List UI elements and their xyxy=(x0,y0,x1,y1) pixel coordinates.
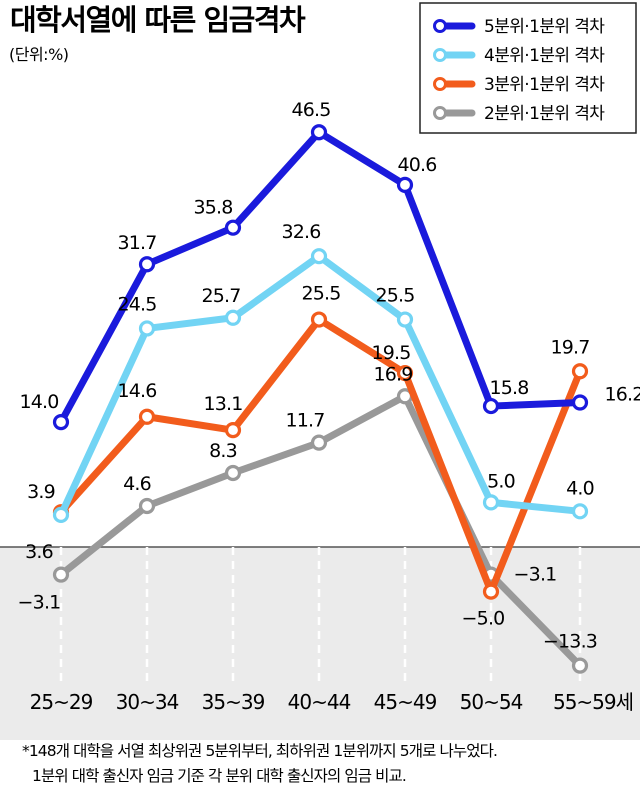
point-2-1 xyxy=(138,408,156,425)
data-label-1-3: 32.6 xyxy=(281,221,320,243)
point-0-1 xyxy=(138,256,156,273)
series-1 xyxy=(52,248,589,523)
x-tick-0: 25~29 xyxy=(30,690,93,714)
x-tick-3: 40~44 xyxy=(288,690,351,714)
series-0 xyxy=(52,124,589,431)
footnote-line-1: *148개 대학을 서열 최상위권 5분위부터, 최하위권 1분위까지 5개로 … xyxy=(22,742,497,760)
data-label-1-2: 25.7 xyxy=(201,285,240,307)
data-label-0-0: 14.0 xyxy=(19,391,58,413)
unit-label: (단위:%) xyxy=(9,45,69,64)
legend: 5분위·1분위 격차 4분위·1분위 격차 3분위·1분위 격차 2분위·1분위 격차 xyxy=(419,2,637,134)
x-tick-labels: 25~29 30~34 35~39 40~44 45~49 50~54 55~59세 xyxy=(30,690,634,714)
data-label-0-4: 40.6 xyxy=(397,154,436,176)
x-tick-5: 50~54 xyxy=(460,690,523,714)
point-0-6 xyxy=(571,394,589,411)
point-0-3 xyxy=(310,124,328,141)
data-label-2-1: 14.6 xyxy=(117,380,156,402)
point-2-2 xyxy=(224,422,242,439)
footnote-line-2: 1분위 대학 출신자 임금 기준 각 분위 대학 출신자의 임금 비교. xyxy=(32,767,406,785)
data-label-0-6: 16.2 xyxy=(604,383,640,405)
data-label-0-1: 31.7 xyxy=(117,232,156,254)
x-tick-2: 35~39 xyxy=(202,690,265,714)
point-3-6 xyxy=(571,657,589,674)
data-label-1-1: 24.5 xyxy=(117,293,156,315)
data-label-3-1: 4.6 xyxy=(123,473,151,495)
data-label-3-0: −3.1 xyxy=(18,592,61,614)
data-label-1-4: 25.5 xyxy=(375,285,414,307)
point-0-2 xyxy=(224,219,242,236)
series-layer xyxy=(52,124,589,674)
data-label-2-5: −5.0 xyxy=(462,608,505,630)
point-3-3 xyxy=(310,434,328,451)
point-2-4 xyxy=(396,364,414,382)
point-1-5 xyxy=(482,494,500,511)
x-tick-1: 30~34 xyxy=(116,690,179,714)
point-0-4 xyxy=(396,176,414,193)
data-label-1-0: 3.6 xyxy=(25,541,53,563)
data-label-3-3: 11.7 xyxy=(285,410,324,432)
legend-marker-3 xyxy=(433,106,447,120)
legend-marker-1 xyxy=(433,48,447,62)
data-label-layer: 14.0 31.7 35.8 46.5 40.6 15.8 16.2 3.6 24.5 25.7 3… xyxy=(18,99,640,652)
data-label-2-2: 13.1 xyxy=(203,393,242,415)
data-label-3-2: 8.3 xyxy=(209,440,237,462)
data-label-3-6: −13.3 xyxy=(543,631,597,653)
legend-label-3: 2분위·1분위 격차 xyxy=(484,104,605,124)
data-label-3-4: 16.9 xyxy=(373,363,412,385)
point-0-0 xyxy=(52,414,70,431)
data-label-1-6: 4.0 xyxy=(566,477,594,499)
point-1-1 xyxy=(138,320,156,337)
point-1-2 xyxy=(224,309,242,326)
data-label-2-6: 19.7 xyxy=(550,336,589,358)
x-tick-4: 45~49 xyxy=(374,690,437,714)
data-label-3-5: −3.1 xyxy=(514,564,557,586)
legend-marker-0 xyxy=(433,19,447,33)
point-2-5 xyxy=(482,583,500,600)
point-1-0 xyxy=(52,506,70,523)
point-2-6 xyxy=(571,363,589,380)
legend-marker-2 xyxy=(433,77,447,91)
x-tick-6: 55~59세 xyxy=(553,690,633,714)
point-3-2 xyxy=(224,464,242,482)
point-0-5 xyxy=(482,397,500,415)
point-2-3 xyxy=(310,311,328,328)
point-3-0 xyxy=(52,566,70,583)
data-label-2-4: 19.5 xyxy=(371,342,410,364)
point-1-4 xyxy=(396,311,414,328)
data-label-0-2: 35.8 xyxy=(193,197,232,219)
data-label-1-5: 5.0 xyxy=(487,470,515,492)
point-3-1 xyxy=(138,497,156,515)
legend-label-0: 5분위·1분위 격차 xyxy=(484,17,605,37)
point-1-3 xyxy=(310,248,328,265)
data-label-2-3: 25.5 xyxy=(301,283,340,305)
data-label-0-3: 46.5 xyxy=(291,99,330,121)
chart-title: 대학서열에 따른 임금격차 xyxy=(10,3,306,37)
legend-label-2: 3분위·1분위 격차 xyxy=(484,75,605,95)
point-1-6 xyxy=(571,503,589,520)
legend-label-1: 4분위·1분위 격차 xyxy=(484,46,605,66)
data-label-0-5: 15.8 xyxy=(489,377,528,399)
data-label-2-0: 3.9 xyxy=(27,481,55,503)
